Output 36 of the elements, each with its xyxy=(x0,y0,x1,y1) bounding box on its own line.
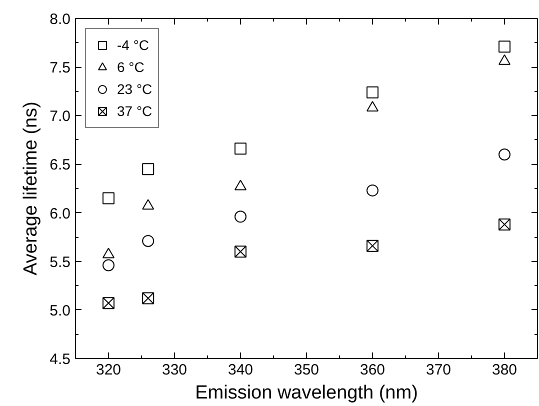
point xyxy=(142,199,154,210)
point xyxy=(234,180,246,190)
y-tick-label: 6.0 xyxy=(50,205,71,222)
x-tick-label: 340 xyxy=(228,362,254,378)
y-tick-label: 6.5 xyxy=(50,156,71,174)
point xyxy=(234,246,246,258)
y-tick-label: 5.5 xyxy=(50,254,71,271)
x-tick-label: 330 xyxy=(162,362,188,378)
x-tick-label: 350 xyxy=(294,362,320,378)
point xyxy=(234,142,246,155)
x-tick-label: 380 xyxy=(492,362,518,378)
y-tick-label: 7.5 xyxy=(50,60,71,77)
point xyxy=(102,192,114,204)
point xyxy=(498,218,510,230)
x-tick-label: 360 xyxy=(360,362,386,378)
legend-label: 37 °C xyxy=(117,103,152,119)
y-tick-label: 8.0 xyxy=(50,11,71,28)
point xyxy=(142,292,154,304)
x-tick-label: 320 xyxy=(96,362,122,378)
y-tick-label: 7.0 xyxy=(50,108,71,126)
point xyxy=(366,86,378,98)
y-axis-title: Average lifetime (ns) xyxy=(20,102,42,276)
point xyxy=(366,240,378,252)
point xyxy=(102,248,114,258)
point xyxy=(498,54,510,65)
legend-label: -4 °C xyxy=(117,37,150,53)
x-axis-title: Emission wavelength (nm) xyxy=(195,382,418,404)
y-tick-label: 5.0 xyxy=(50,302,71,320)
point xyxy=(498,40,510,53)
y-tick-label: 4.5 xyxy=(50,351,71,368)
legend-label: 6 °C xyxy=(117,59,144,75)
x-tick-label: 370 xyxy=(426,362,452,378)
legend-label: 23 °C xyxy=(117,81,152,97)
point xyxy=(102,297,114,310)
point xyxy=(142,163,154,176)
point xyxy=(366,101,378,112)
